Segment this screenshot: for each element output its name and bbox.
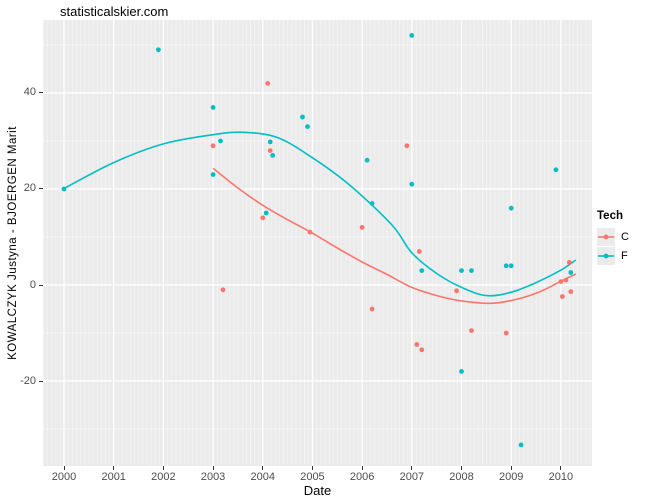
data-point-f	[369, 201, 375, 206]
data-point-f	[508, 205, 514, 211]
x-tick-mark	[113, 466, 115, 470]
data-point-f	[469, 268, 474, 273]
data-point-f	[419, 268, 425, 273]
x-tick-label: 2008	[449, 471, 474, 483]
data-point-c	[220, 287, 226, 293]
data-point-f	[305, 124, 310, 129]
x-axis-title: Date	[303, 483, 332, 498]
data-point-f	[568, 270, 574, 275]
y-tick-label: 20	[23, 182, 36, 195]
x-tick-label: 2004	[250, 471, 275, 483]
data-point-f	[61, 186, 67, 192]
x-tick-label: 2010	[548, 471, 574, 483]
data-point-f	[364, 157, 370, 163]
x-tick-label: 2003	[200, 471, 226, 483]
plot-area-svg	[43, 20, 592, 466]
plot-panel	[43, 20, 592, 466]
data-point-c	[369, 306, 375, 312]
data-point-c	[560, 294, 565, 299]
x-tick-mark	[63, 466, 65, 470]
data-point-c	[416, 249, 422, 254]
data-point-f	[267, 139, 273, 145]
data-point-c	[267, 148, 273, 154]
data-point-f	[518, 442, 524, 448]
data-point-f	[409, 181, 415, 187]
y-tick-label: -20	[20, 374, 36, 387]
x-tick-mark	[162, 466, 164, 470]
data-point-c	[265, 81, 271, 86]
x-tick-mark	[560, 466, 562, 470]
smooth-line-f	[63, 131, 577, 297]
data-point-f	[300, 114, 305, 120]
x-tick-label: 2007	[399, 471, 425, 483]
chart-title: statisticalskier.com	[60, 4, 169, 19]
data-point-f	[263, 210, 269, 216]
legend-glyph	[598, 253, 614, 259]
x-tick-mark	[461, 466, 463, 470]
data-point-c	[210, 143, 216, 149]
y-tick-mark	[39, 188, 43, 190]
x-tick-mark	[411, 466, 413, 470]
data-point-f	[508, 263, 514, 269]
y-tick-mark	[39, 92, 43, 94]
data-point-c	[260, 215, 266, 221]
data-point-c	[454, 288, 459, 294]
x-tick-mark	[311, 466, 313, 470]
data-point-c	[469, 328, 474, 333]
data-point-f	[218, 138, 223, 144]
data-point-f	[210, 105, 216, 110]
legend-label: C	[621, 231, 629, 243]
legend-glyph	[598, 234, 614, 240]
x-tick-label: 2005	[300, 471, 325, 483]
x-tick-label: 2001	[101, 471, 126, 483]
data-point-c	[563, 277, 569, 283]
data-point-f	[156, 47, 161, 53]
data-point-c	[568, 289, 574, 295]
data-point-c	[503, 330, 509, 336]
data-point-c	[307, 229, 313, 235]
y-tick-label: 0	[29, 278, 36, 291]
x-tick-mark	[212, 466, 214, 470]
data-point-c	[419, 347, 425, 353]
data-point-c	[404, 143, 410, 149]
data-point-f	[459, 369, 464, 374]
x-tick-mark	[361, 466, 363, 470]
x-tick-mark	[510, 466, 512, 470]
y-tick-label: 40	[23, 86, 36, 99]
legend-label: F	[621, 250, 628, 262]
x-tick-label: 2006	[349, 471, 375, 483]
data-point-c	[558, 279, 564, 284]
x-tick-mark	[262, 466, 264, 470]
data-point-f	[270, 153, 276, 158]
legend-entry-f: F	[597, 247, 647, 265]
legend-title: Tech	[597, 210, 623, 222]
data-point-c	[566, 260, 572, 265]
data-point-c	[414, 342, 420, 347]
smooth-line-c	[212, 167, 577, 305]
legend-key-c-icon	[597, 228, 615, 246]
y-tick-mark	[39, 380, 43, 382]
data-point-f	[553, 167, 559, 173]
data-point-f	[459, 268, 464, 273]
legend-key-f-icon	[597, 247, 615, 265]
legend-entry-c: C	[597, 228, 647, 246]
data-point-c	[359, 225, 365, 230]
x-tick-label: 2009	[498, 471, 524, 483]
data-point-f	[210, 172, 216, 178]
x-tick-label: 2002	[151, 471, 176, 483]
y-tick-mark	[39, 284, 43, 286]
data-point-f	[409, 33, 415, 38]
x-tick-label: 2000	[51, 471, 77, 483]
data-point-f	[503, 263, 509, 269]
